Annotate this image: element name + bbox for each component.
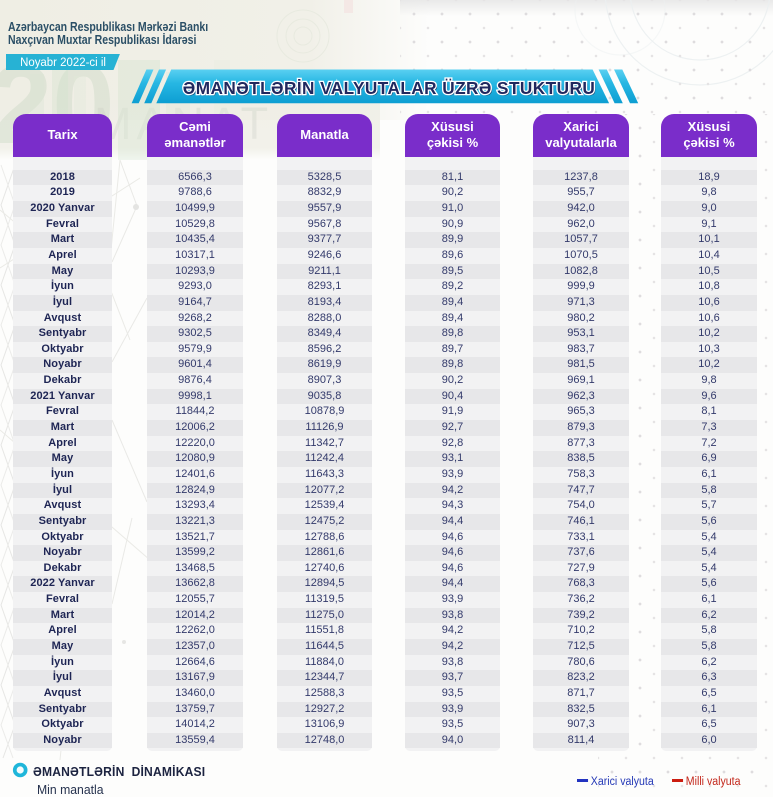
svg-text:ƏMANƏTLƏRİN VALYUTALAR ÜZRƏ ST: ƏMANƏTLƏRİN VALYUTALAR ÜZRƏ STUKTURU [184,79,596,99]
svg-text:ƏMANƏTLƏRİN VALYUTALAR ÜZRƏ ST: ƏMANƏTLƏRİN VALYUTALAR ÜZRƏ STUKTURU [183,78,595,98]
